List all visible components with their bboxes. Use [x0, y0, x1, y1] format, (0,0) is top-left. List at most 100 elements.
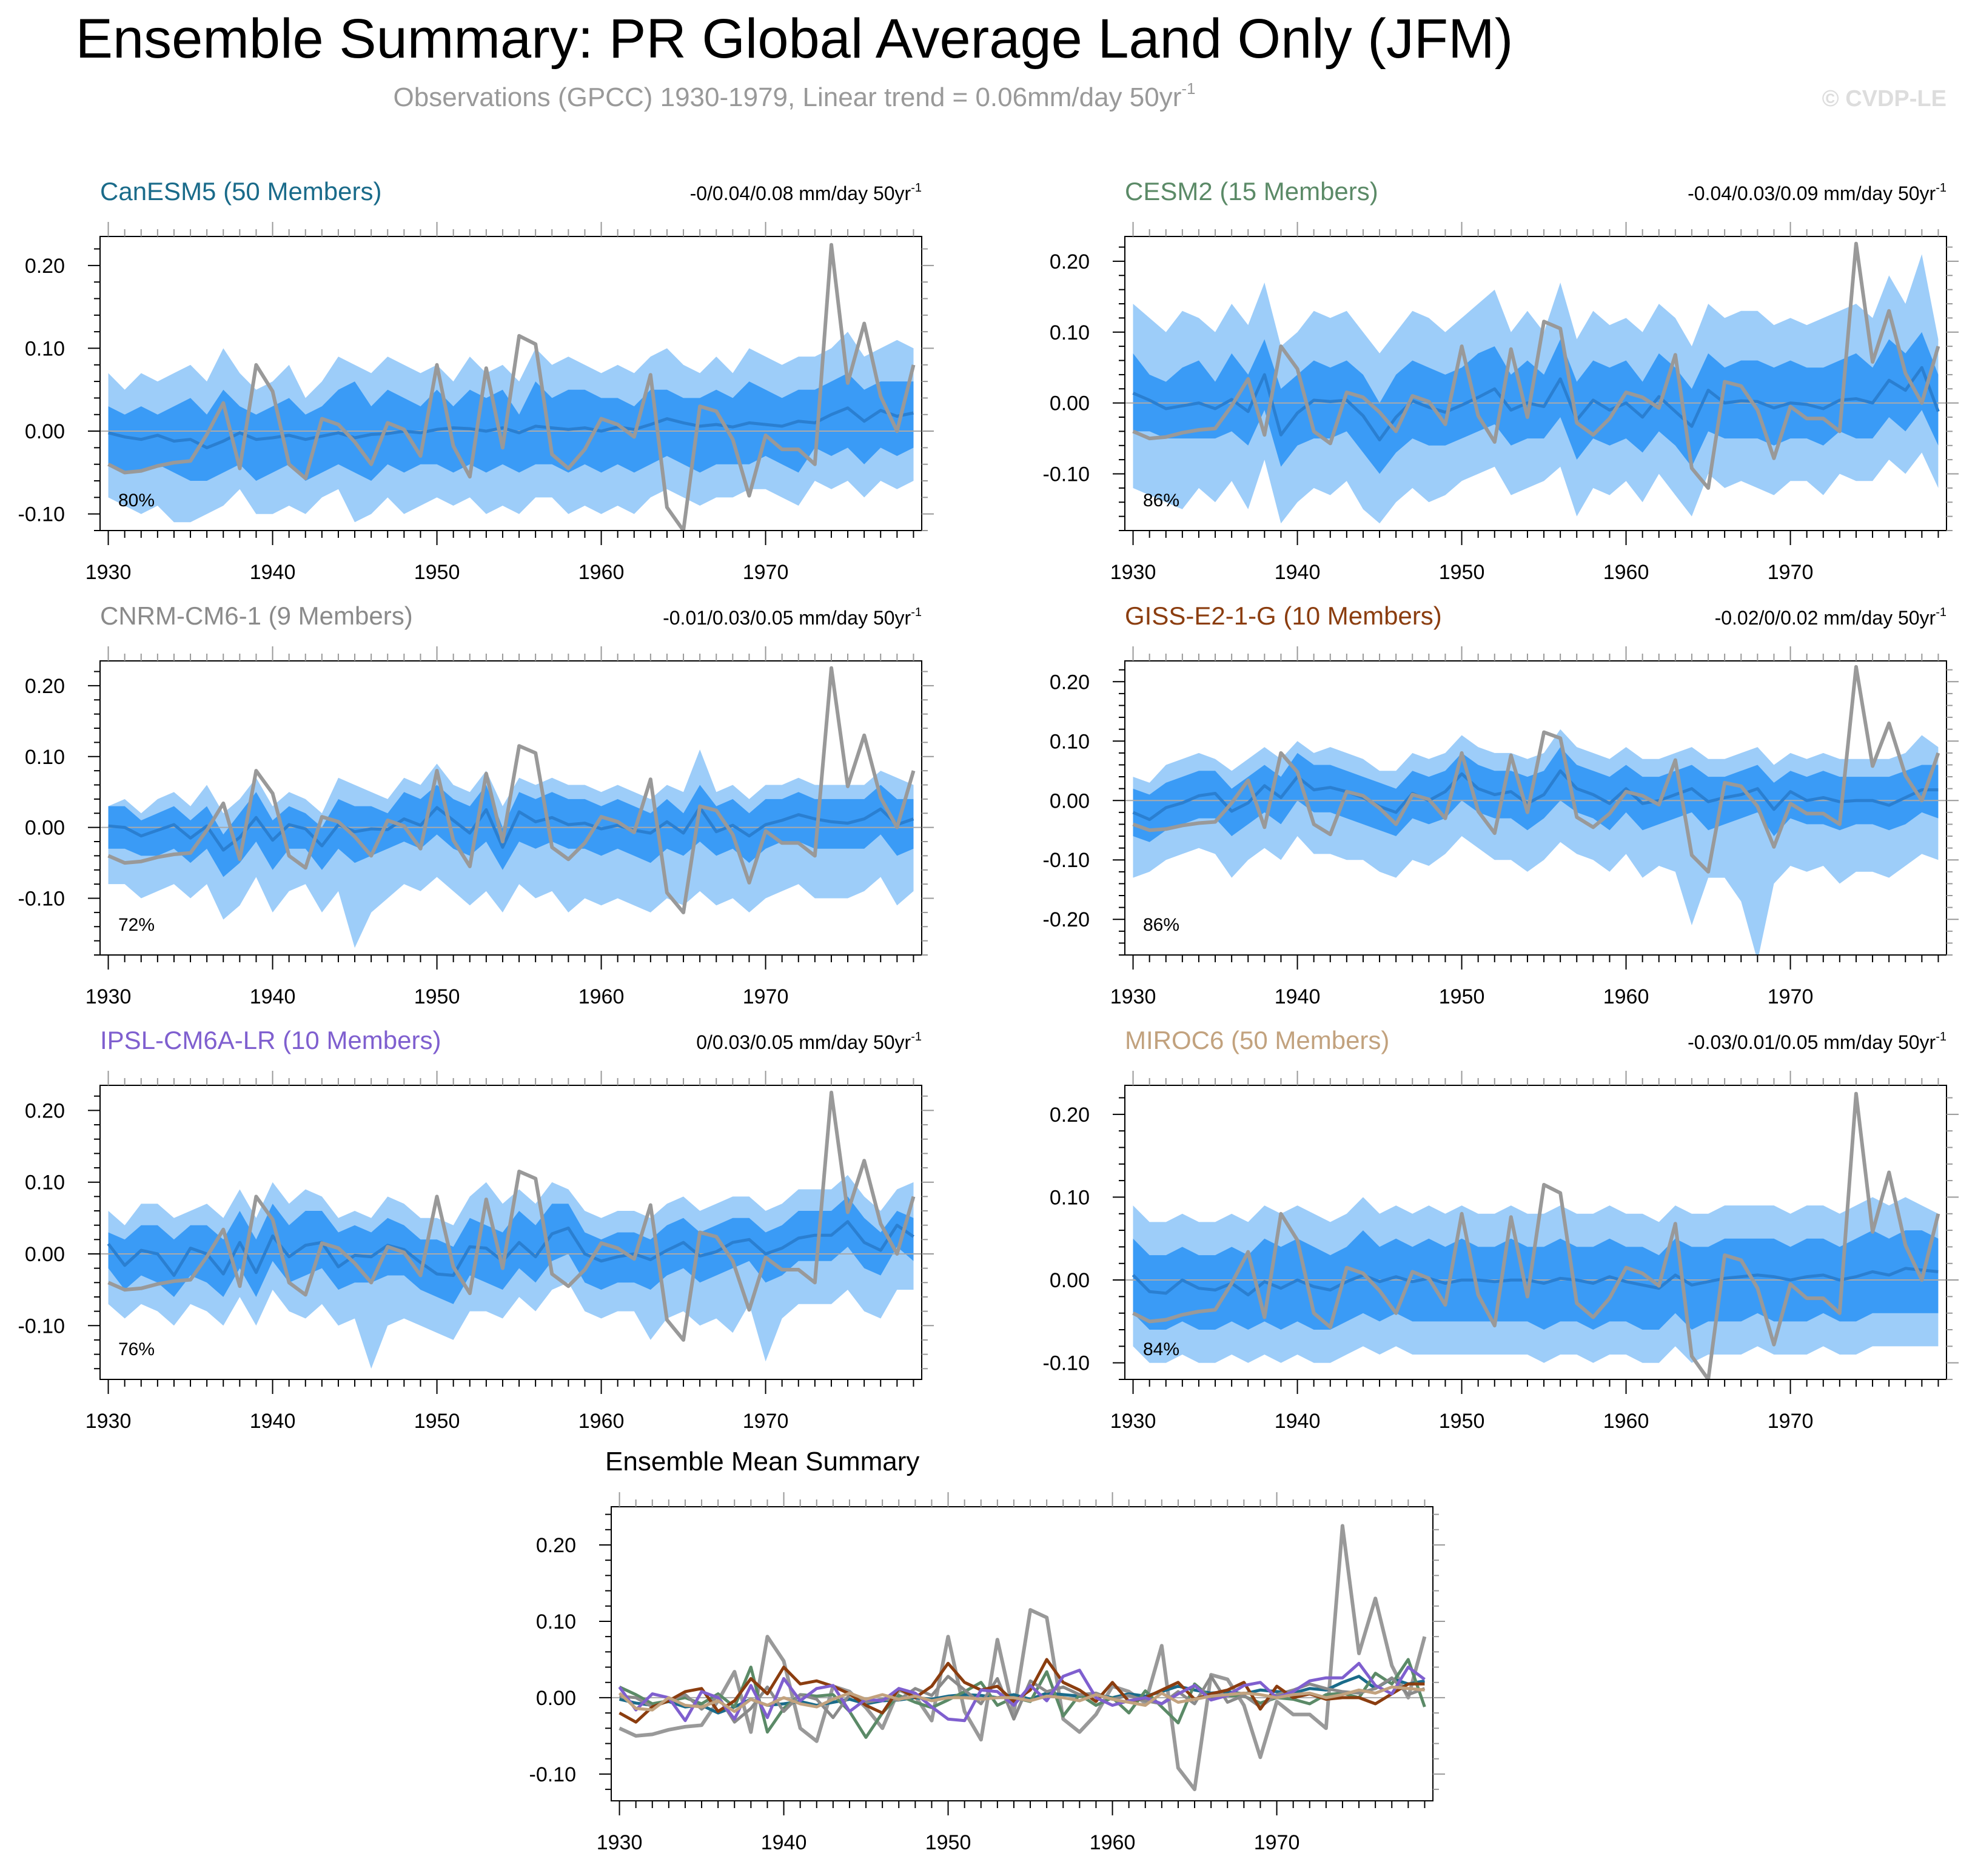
percent-label: 84% [1143, 1339, 1179, 1359]
trend-label: -0.01/0.03/0.05 mm/day 50yr-1 [663, 606, 922, 629]
x-tick-label: 1940 [250, 985, 296, 1008]
trend-label-sup: -1 [911, 181, 922, 195]
x-tick-label: 1960 [578, 1410, 625, 1433]
panel-canesm5: CanESM5 (50 Members) -0/0.04/0.08 mm/day … [18, 177, 934, 584]
x-tick-label: 1930 [597, 1831, 643, 1854]
observation-line [1132, 241, 1940, 490]
x-tick-label: 1970 [1768, 985, 1814, 1008]
observation-line [1132, 1091, 1940, 1379]
x-tick-label: 1960 [578, 561, 625, 584]
observation-line [107, 1090, 916, 1342]
x-tick-label: 1970 [743, 1410, 789, 1433]
x-tick-label: 1950 [925, 1831, 971, 1854]
ensemble-mean-line [107, 1220, 914, 1277]
y-tick-label: 0.00 [25, 817, 65, 840]
series-line-miroc6 [618, 1685, 1425, 1714]
x-tick-label: 1960 [1603, 985, 1649, 1008]
x-tick-label: 1940 [1275, 561, 1321, 584]
y-tick-label: 0.20 [1050, 250, 1090, 273]
y-tick-label: 0.00 [1050, 392, 1090, 415]
series-line-ipsl [618, 1661, 1426, 1723]
x-tick-label: 1940 [1275, 985, 1321, 1008]
plot-frame [1124, 660, 1947, 956]
plot-frame [99, 236, 922, 531]
y-tick-label: 0.00 [536, 1687, 576, 1710]
plot-frame [1124, 236, 1947, 531]
figure-subtitle-sup: -1 [1181, 79, 1195, 98]
x-tick-label: 1930 [86, 985, 132, 1008]
x-tick-label: 1970 [1768, 561, 1814, 584]
y-tick-label: 0.00 [1050, 1269, 1090, 1292]
y-tick-label: -0.10 [529, 1763, 577, 1786]
trend-label-text: -0.04/0.03/0.09 mm/day 50yr [1688, 183, 1936, 204]
x-tick-label: 1940 [250, 561, 296, 584]
x-tick-label: 1950 [1439, 985, 1485, 1008]
y-tick-label: -0.10 [18, 888, 65, 911]
trend-label-sup: -1 [911, 606, 922, 619]
y-tick-label: -0.20 [1043, 908, 1090, 931]
plot-area [100, 243, 922, 531]
observation-line [1132, 665, 1940, 874]
x-tick-label: 1970 [1254, 1831, 1300, 1854]
y-tick-label: 0.00 [1050, 789, 1090, 812]
trend-label: -0.04/0.03/0.09 mm/day 50yr-1 [1688, 181, 1946, 204]
x-tick-label: 1950 [414, 1410, 460, 1433]
x-tick-label: 1930 [1110, 561, 1156, 584]
x-tick-label: 1950 [414, 985, 460, 1008]
trend-label-text: 0/0.03/0.05 mm/day 50yr [696, 1031, 911, 1053]
ensemble-mean-line [1132, 1267, 1939, 1297]
x-tick-label: 1930 [1110, 985, 1156, 1008]
panel-title: CNRM-CM6-1 (9 Members) [100, 601, 413, 630]
x-tick-label: 1960 [1603, 561, 1649, 584]
trend-label: 0/0.03/0.05 mm/day 50yr-1 [696, 1030, 922, 1053]
panel-ipsl: IPSL-CM6A-LR (10 Members) 0/0.03/0.05 mm/… [18, 1026, 934, 1433]
figure-title: Ensemble Summary: PR Global Average Land… [76, 8, 1514, 70]
panels: CanESM5 (50 Members) -0/0.04/0.08 mm/day … [18, 177, 1959, 1854]
plot-frame [1124, 1085, 1947, 1380]
percent-label: 80% [118, 491, 155, 511]
panel-title: Ensemble Mean Summary [605, 1447, 919, 1476]
x-tick-label: 1970 [1768, 1410, 1814, 1433]
x-tick-label: 1930 [86, 1410, 132, 1433]
x-tick-label: 1950 [1439, 561, 1485, 584]
y-tick-label: 0.20 [1050, 671, 1090, 694]
x-tick-label: 1940 [1275, 1410, 1321, 1433]
x-tick-label: 1950 [1439, 1410, 1485, 1433]
x-tick-label: 1960 [578, 985, 625, 1008]
x-tick-label: 1970 [743, 985, 789, 1008]
plot-area [611, 1524, 1433, 1792]
figure-subtitle-text: Observations (GPCC) 1930-1979, Linear tr… [394, 82, 1182, 112]
panel-title: CESM2 (15 Members) [1125, 177, 1378, 206]
x-tick-label: 1960 [1090, 1831, 1136, 1854]
y-tick-label: 0.10 [536, 1610, 576, 1633]
y-tick-label: -0.10 [1043, 1352, 1090, 1375]
panel-title: IPSL-CM6A-LR (10 Members) [100, 1026, 441, 1054]
plot-frame [99, 1085, 922, 1380]
panel-title: CanESM5 (50 Members) [100, 177, 381, 206]
trend-label-sup: -1 [1936, 181, 1946, 195]
observation-line [107, 666, 916, 914]
trend-label-sup: -1 [911, 1030, 922, 1044]
panel-ensmean: Ensemble Mean Summary 0.20 0.10 0.00 -0.10 19… [529, 1447, 1445, 1854]
observation-line [619, 1524, 1427, 1792]
watermark: © CVDP-LE [1822, 86, 1946, 112]
x-tick-label: 1940 [250, 1410, 296, 1433]
y-tick-label: 0.10 [25, 746, 65, 769]
y-tick-label: 0.10 [25, 1171, 65, 1194]
y-tick-label: 0.10 [1050, 321, 1090, 344]
x-tick-label: 1960 [1603, 1410, 1649, 1433]
y-tick-label: -0.10 [18, 1315, 65, 1338]
trend-label-text: -0/0.04/0.08 mm/day 50yr [690, 183, 911, 204]
trend-label-sup: -1 [1936, 606, 1946, 619]
y-tick-label: 0.20 [536, 1534, 576, 1557]
trend-label-text: -0.03/0.01/0.05 mm/day 50yr [1688, 1031, 1936, 1053]
y-tick-label: 0.00 [25, 1243, 65, 1266]
panel-giss: GISS-E2-1-G (10 Members) -0.02/0/0.02 mm/… [1043, 601, 1959, 1008]
y-tick-label: 0.20 [25, 255, 65, 278]
y-tick-label: 0.10 [25, 337, 65, 360]
trend-label-text: -0.01/0.03/0.05 mm/day 50yr [663, 607, 911, 629]
y-tick-label: 0.20 [1050, 1104, 1090, 1127]
trend-label: -0.03/0.01/0.05 mm/day 50yr-1 [1688, 1030, 1946, 1053]
plot-frame [99, 660, 922, 956]
